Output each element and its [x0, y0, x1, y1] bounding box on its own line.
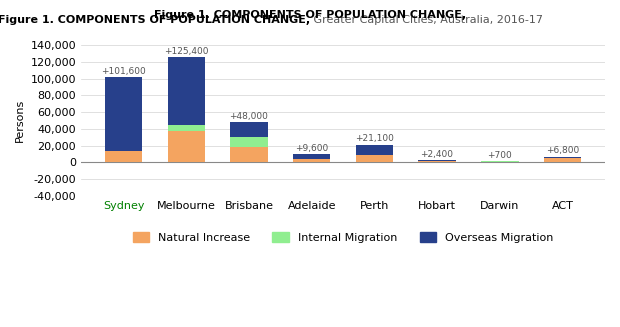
Bar [544, 159, 581, 162]
Bar [167, 131, 205, 162]
Legend: Natural Increase, Internal Migration, Overseas Migration: Natural Increase, Internal Migration, Ov… [128, 228, 558, 247]
Text: +6,800: +6,800 [546, 146, 579, 155]
Bar [418, 161, 456, 162]
Bar [355, 145, 393, 155]
Bar [167, 57, 205, 125]
Bar [167, 125, 205, 131]
Bar [418, 160, 456, 161]
Bar [481, 161, 518, 162]
Text: +2,400: +2,400 [420, 150, 454, 159]
Bar [105, 133, 143, 151]
Text: +101,600: +101,600 [101, 67, 146, 76]
Text: Figure 1. COMPONENTS OF POPULATION CHANGE,: Figure 1. COMPONENTS OF POPULATION CHANG… [0, 15, 310, 25]
Text: +48,000: +48,000 [229, 112, 268, 121]
Bar [293, 157, 330, 162]
Bar [293, 154, 330, 159]
Text: +125,400: +125,400 [164, 47, 208, 56]
Y-axis label: Persons: Persons [15, 99, 25, 142]
Text: +9,600: +9,600 [295, 144, 329, 153]
Text: +21,100: +21,100 [355, 134, 394, 143]
Text: +700: +700 [487, 151, 512, 161]
Bar [481, 161, 518, 162]
Bar [293, 157, 330, 159]
Bar [105, 77, 143, 151]
Bar [355, 149, 393, 155]
Bar [355, 149, 393, 162]
Text: Greater Capital Cities, Australia, 2016-17: Greater Capital Cities, Australia, 2016-… [310, 15, 543, 25]
Bar [230, 147, 268, 162]
Bar [544, 157, 581, 158]
Bar [105, 133, 143, 162]
Text: Figure 1. COMPONENTS OF POPULATION CHANGE,: Figure 1. COMPONENTS OF POPULATION CHANG… [154, 10, 466, 20]
Bar [230, 137, 268, 147]
Bar [544, 158, 581, 159]
Bar [230, 122, 268, 137]
